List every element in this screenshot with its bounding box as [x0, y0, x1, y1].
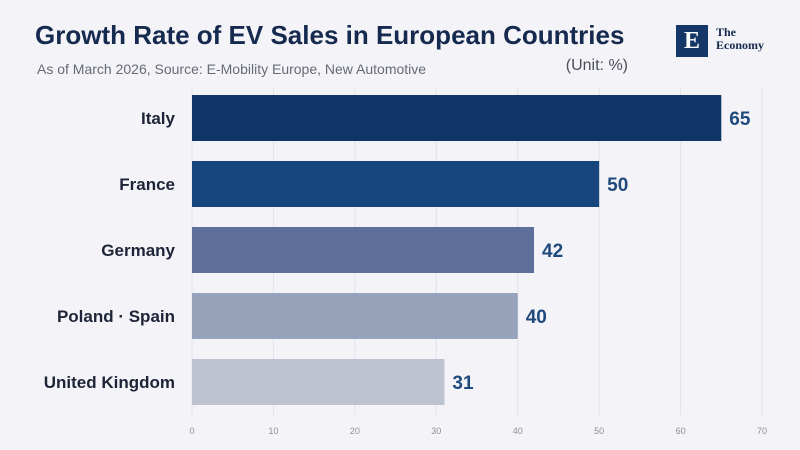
x-tick-label: 50 — [594, 426, 604, 436]
x-tick-label: 40 — [513, 426, 523, 436]
value-label: 50 — [607, 175, 628, 196]
value-label: 65 — [729, 109, 751, 130]
category-label: France — [119, 175, 175, 194]
category-label: Italy — [141, 109, 176, 128]
value-label: 42 — [542, 241, 563, 262]
bar — [192, 293, 518, 339]
bar — [192, 161, 600, 207]
bar — [192, 227, 534, 273]
chart-subtitle: As of March 2026, Source: E-Mobility Eur… — [37, 61, 427, 77]
category-label: Poland · Spain — [57, 307, 175, 326]
logo-line-2: Economy — [716, 38, 764, 52]
logo-line-1: The — [716, 25, 737, 39]
category-label: Germany — [101, 241, 175, 260]
brand-logo: E The Economy — [676, 22, 796, 62]
x-tick-label: 70 — [757, 426, 767, 436]
logo-wordmark: The Economy — [716, 26, 764, 52]
x-tick-label: 10 — [268, 426, 278, 436]
category-label: United Kingdom — [44, 373, 175, 392]
value-label: 40 — [526, 307, 547, 328]
x-tick-label: 30 — [431, 426, 441, 436]
x-tick-label: 0 — [189, 426, 194, 436]
x-tick-label: 20 — [350, 426, 360, 436]
bar — [192, 95, 722, 141]
chart-title: Growth Rate of EV Sales in European Coun… — [35, 20, 625, 50]
value-label: 31 — [452, 373, 474, 394]
unit-label: (Unit: %) — [565, 57, 628, 74]
logo-mark: E — [676, 25, 708, 57]
x-tick-label: 60 — [676, 426, 686, 436]
bar — [192, 359, 445, 405]
